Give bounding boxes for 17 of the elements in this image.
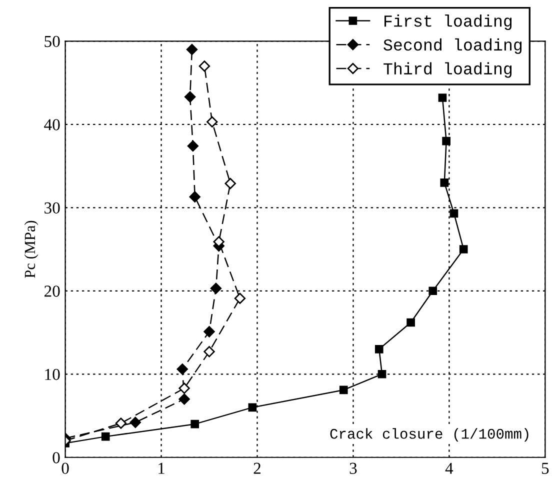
x-tick-label: 5 [542,462,549,474]
x-tick-label: 0 [62,462,69,474]
x-tick-label: 3 [350,462,357,474]
legend-label: Third loading [384,62,512,78]
x-tick-label: 2 [254,462,260,474]
legend-label: Second loading [384,38,522,54]
y-tick-label: 10 [45,368,60,380]
y-tick-label: 20 [44,286,60,297]
x-axis-title: Crack closure (1/100mm) [330,428,528,442]
legend-label: First loading [384,14,512,30]
y-tick-label: 30 [44,202,60,214]
y-tick-label: 50 [44,36,60,48]
x-tick-label: 4 [445,462,454,474]
x-tick-label: 1 [158,462,164,474]
y-axis-title: Pc (MPa) [24,220,38,278]
y-tick-label: 40 [44,119,60,130]
y-tick-label: 0 [52,452,60,464]
